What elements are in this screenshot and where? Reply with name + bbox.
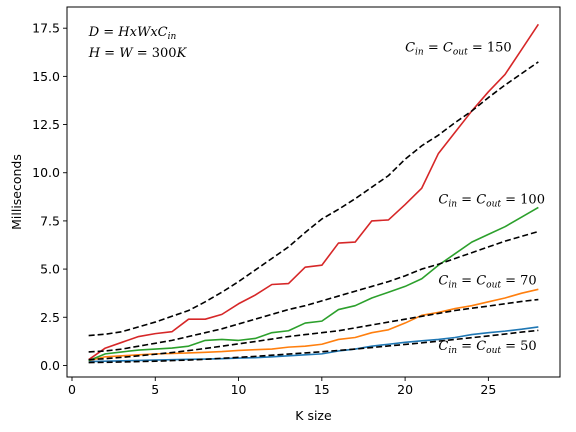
x-axis-label: K size xyxy=(295,408,332,423)
x-tick-label: 20 xyxy=(397,382,413,397)
plot-background xyxy=(67,7,560,377)
series-line-0 xyxy=(88,326,539,363)
y-tick-label: 15.0 xyxy=(32,69,60,84)
series-line-dashed-5 xyxy=(88,298,539,361)
y-tick-label: 2.5 xyxy=(40,310,60,325)
y-tick-label: 0.0 xyxy=(40,358,60,373)
axis-layer: 0 5 10 15 20 25 0.0 2.5 5.0 7.5 10.0 12.5 15.0 17.5 xyxy=(32,21,496,397)
y-tick-label: 5.0 xyxy=(40,262,60,277)
series-line-dashed-6 xyxy=(88,230,539,353)
x-tick-label: 25 xyxy=(480,382,496,397)
series-line-3 xyxy=(88,23,540,361)
annotation-c50: Cin = Cout = 50 xyxy=(438,339,536,356)
annotation-c150: Cin = Cout = 150 xyxy=(405,40,512,57)
y-tick-label: 7.5 xyxy=(40,213,60,228)
series-line-2 xyxy=(88,206,539,362)
x-tick-label: 15 xyxy=(314,382,330,397)
x-tick-label: 10 xyxy=(231,382,247,397)
series-layer xyxy=(88,23,540,364)
annotation-c100: Cin = Cout = 100 xyxy=(438,193,545,210)
annotation-hw-formula: H = W = 300K xyxy=(88,46,188,61)
x-tick-label: 5 xyxy=(151,382,159,397)
y-tick-label: 12.5 xyxy=(32,117,60,132)
series-line-dashed-7 xyxy=(88,61,539,337)
y-tick-label: 17.5 xyxy=(32,21,60,36)
annotation-c70: Cin = Cout = 70 xyxy=(438,274,536,291)
y-axis-label: Milliseconds xyxy=(9,154,24,230)
series-line-dashed-4 xyxy=(88,329,539,364)
plot-frame xyxy=(66,6,561,378)
x-tick-label: 0 xyxy=(68,382,76,397)
y-tick-label: 10.0 xyxy=(32,165,60,180)
annotation-d-formula: D = HxWxCin xyxy=(88,25,177,42)
annotation-layer: D = HxWxCin H = W = 300K Cin = Cout = 15… xyxy=(88,25,545,356)
